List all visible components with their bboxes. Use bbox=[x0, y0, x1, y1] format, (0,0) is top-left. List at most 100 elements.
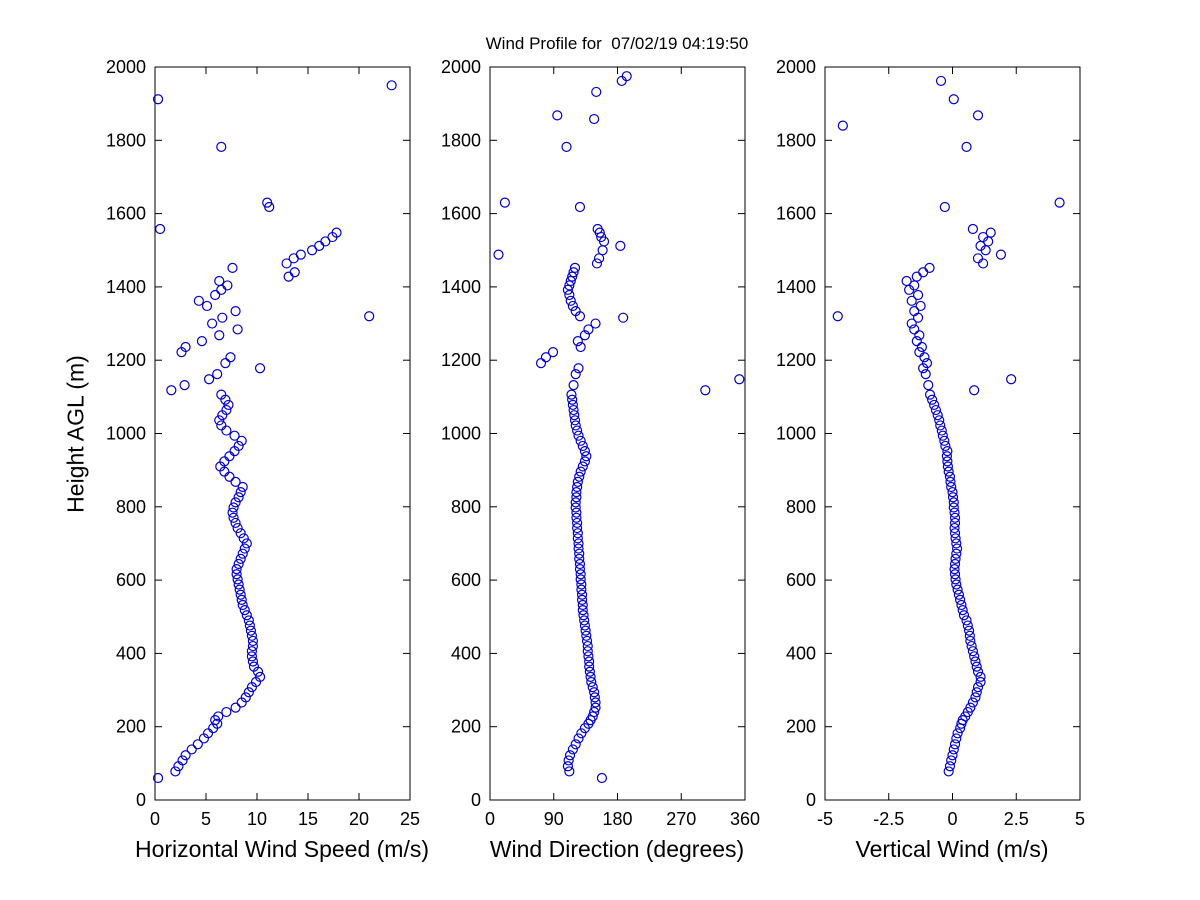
data-point bbox=[1006, 374, 1017, 385]
data-point bbox=[237, 599, 248, 611]
x-tick-label: 0 bbox=[485, 809, 495, 829]
data-point bbox=[214, 275, 225, 287]
data-point bbox=[563, 755, 574, 766]
data-point bbox=[911, 336, 922, 347]
data-point bbox=[961, 615, 972, 626]
data-point bbox=[946, 755, 957, 766]
data-point bbox=[562, 761, 574, 772]
data-point bbox=[584, 666, 595, 677]
data-point bbox=[590, 702, 601, 713]
y-tick-label: 1000 bbox=[441, 424, 481, 444]
data-point bbox=[947, 750, 958, 761]
y-tick-label: 0 bbox=[806, 790, 816, 810]
x-tick-label: 180 bbox=[602, 809, 632, 829]
x-tick-label: -2.5 bbox=[873, 809, 904, 829]
data-point bbox=[977, 258, 989, 269]
data-point bbox=[219, 456, 230, 467]
data-point bbox=[577, 605, 588, 616]
x-tick-label: 5 bbox=[201, 809, 211, 829]
data-point bbox=[212, 369, 223, 380]
data-point bbox=[230, 517, 241, 529]
x-tick-label: 10 bbox=[247, 809, 267, 829]
chart-title: Wind Profile for 07/02/19 04:19:50 bbox=[485, 34, 749, 53]
data-point bbox=[574, 564, 586, 575]
data-point bbox=[235, 553, 246, 564]
data-point bbox=[587, 711, 598, 722]
data-point bbox=[580, 625, 591, 636]
y-tick-label: 800 bbox=[116, 497, 146, 517]
data-point bbox=[906, 295, 917, 306]
x-axis-label-wind-direction: Wind Direction (degrees) bbox=[489, 836, 745, 862]
data-point bbox=[589, 692, 600, 703]
data-point bbox=[216, 420, 227, 431]
data-point bbox=[170, 766, 181, 777]
y-tick-label: 2000 bbox=[441, 57, 481, 77]
data-point bbox=[235, 487, 246, 498]
y-tick-label: 2000 bbox=[106, 57, 146, 77]
data-point bbox=[596, 772, 608, 784]
data-point bbox=[217, 312, 228, 323]
y-tick-label: 800 bbox=[451, 497, 481, 517]
data-point bbox=[210, 289, 221, 301]
data-point bbox=[196, 336, 208, 347]
data-point bbox=[597, 245, 608, 256]
data-point bbox=[232, 522, 243, 534]
y-tick-label: 1000 bbox=[106, 424, 146, 444]
data-point bbox=[331, 227, 342, 238]
data-point bbox=[971, 687, 982, 698]
y-tick-label: 1800 bbox=[441, 130, 481, 150]
y-tick-label: 600 bbox=[786, 570, 816, 590]
data-point bbox=[237, 481, 248, 493]
data-point bbox=[950, 533, 961, 544]
x-tick-label: -5 bbox=[817, 809, 833, 829]
x-tick-label: 0 bbox=[150, 809, 160, 829]
data-point bbox=[576, 584, 587, 595]
data-point bbox=[570, 497, 581, 508]
x-tick-label: 90 bbox=[544, 809, 564, 829]
data-point bbox=[944, 761, 956, 772]
data-point bbox=[924, 389, 936, 400]
data-point bbox=[562, 284, 574, 295]
data-point bbox=[972, 682, 984, 693]
data-point bbox=[914, 330, 925, 341]
data-point bbox=[574, 471, 585, 482]
data-point bbox=[225, 352, 236, 363]
data-point bbox=[961, 141, 972, 152]
data-point bbox=[583, 324, 594, 335]
data-point bbox=[232, 574, 243, 585]
data-point bbox=[939, 435, 950, 446]
data-point bbox=[243, 687, 254, 698]
data-point bbox=[951, 579, 962, 590]
data-point bbox=[970, 656, 981, 667]
data-point bbox=[236, 594, 247, 605]
data-point bbox=[975, 676, 986, 688]
data-point bbox=[572, 336, 583, 347]
data-point bbox=[237, 548, 248, 559]
data-point bbox=[970, 692, 981, 703]
data-point bbox=[220, 358, 231, 369]
data-point bbox=[221, 706, 232, 718]
data-point bbox=[573, 733, 584, 744]
data-point bbox=[177, 755, 188, 766]
data-point bbox=[155, 223, 166, 235]
data-point bbox=[547, 347, 559, 358]
data-point bbox=[584, 661, 595, 672]
data-point bbox=[957, 605, 968, 616]
data-point bbox=[567, 744, 578, 755]
axes-box bbox=[489, 66, 746, 801]
data-point bbox=[958, 610, 970, 621]
data-point bbox=[572, 481, 583, 493]
data-point bbox=[995, 249, 1007, 260]
data-point bbox=[592, 223, 603, 235]
data-point bbox=[949, 564, 960, 575]
data-point bbox=[977, 231, 989, 243]
subplot-horizontal-wind-speed: 0 200 400 600 800 1000 1200 1400 1600 1800 2000 0 5 1… bbox=[106, 57, 420, 829]
data-point bbox=[578, 610, 589, 621]
data-point bbox=[239, 543, 250, 554]
data-point bbox=[575, 341, 586, 353]
data-point bbox=[963, 625, 975, 636]
data-point bbox=[935, 75, 947, 87]
y-tick-label: 600 bbox=[451, 570, 481, 590]
data-point bbox=[569, 262, 581, 273]
data-point bbox=[909, 305, 920, 317]
